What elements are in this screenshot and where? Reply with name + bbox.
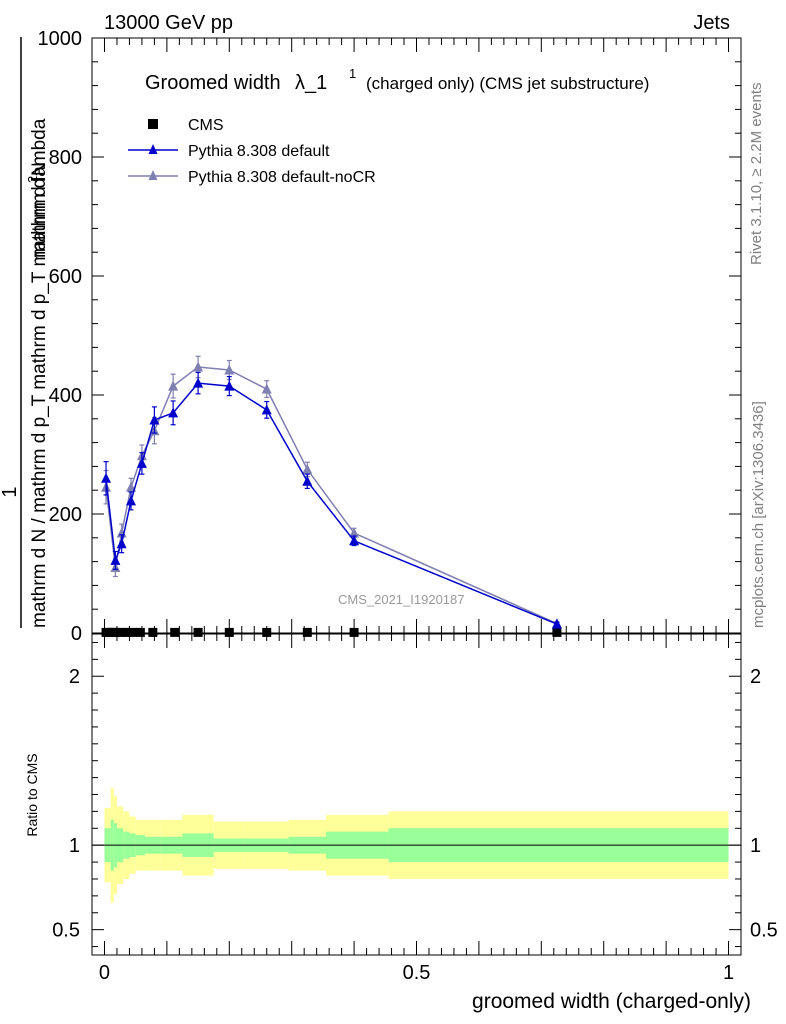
ratio-x-tick-label: 1 — [723, 962, 734, 984]
series-default-point — [116, 538, 127, 549]
cms-point — [302, 627, 312, 637]
legend-label-default: Pythia 8.308 default — [188, 143, 330, 160]
legend-label-cms: CMS — [188, 117, 224, 134]
ratio-frame — [91, 633, 742, 956]
series-default-point — [136, 457, 147, 468]
main-y-tick-label: 400 — [49, 385, 82, 407]
series-layer — [101, 355, 562, 637]
watermark: CMS_2021_I1920187 — [338, 592, 465, 607]
header-left: 13000 GeV pp — [104, 12, 233, 34]
legend-label-nocr: Pythia 8.308 default-noCR — [188, 169, 376, 186]
ratio-y-tick-label-right: 2 — [750, 666, 761, 688]
main-ylabel: 1 mathrm d N / mathrm d p_T mathrm d p_T… — [0, 37, 50, 628]
title-symbol: λ_1 — [295, 72, 327, 94]
cms-point — [115, 627, 125, 637]
series-default-point — [149, 414, 160, 425]
main-y-tick-label: 600 — [49, 266, 82, 288]
cms-point — [110, 627, 120, 637]
main-ticks — [92, 37, 741, 634]
main-panel: 0 200 400 600 800 1000 Groomed width λ_1 1 (c… — [38, 28, 742, 645]
side-label-rivet: Rivet 3.1.10, ≥ 2.2M events — [748, 83, 765, 266]
ratio-ylabel: Ratio to CMS — [24, 753, 40, 836]
series-cms — [101, 627, 562, 637]
main-y-tick-label: 1000 — [38, 28, 83, 50]
ratio-y-tick-label-right: 0.5 — [750, 920, 778, 942]
cms-point — [148, 627, 158, 637]
cms-point — [121, 627, 131, 637]
legend-marker-cms — [148, 119, 158, 129]
series-default-point — [168, 407, 179, 418]
series-default-point — [349, 535, 360, 546]
side-label-mcplots: mcplots.cern.ch [arXiv:1306.3436] — [750, 401, 767, 628]
ratio-ticks — [92, 634, 741, 955]
main-y-tick-label: 0 — [71, 623, 82, 645]
series-default-nocr — [101, 355, 562, 628]
cms-point — [170, 627, 180, 637]
title-superscript: 1 — [349, 66, 356, 81]
legend: CMS Pythia 8.308 default Pythia 8.308 de… — [128, 117, 376, 186]
series-default-nocr-point — [349, 527, 360, 538]
main-ylabel-sup-tail: N — [29, 162, 50, 176]
main-ylabel-superscript: 2 — [25, 176, 40, 183]
series-default-point — [110, 554, 121, 565]
ratio-xlabel: groomed width (charged-only) — [472, 990, 751, 1013]
main-ylabel-top: 1 — [0, 486, 21, 497]
series-default-nocr-point — [168, 380, 179, 391]
cms-point — [128, 627, 138, 637]
ratio-y-tick-label-right: 1 — [750, 835, 761, 857]
series-default-point — [302, 475, 313, 486]
series-default-point — [101, 472, 112, 483]
series-default — [101, 371, 562, 629]
title-main: Groomed width — [145, 72, 281, 94]
ratio-x-tick-label: 0 — [99, 962, 110, 984]
cms-point — [224, 627, 234, 637]
cms-point — [193, 627, 203, 637]
series-default-nocr-point — [193, 361, 204, 372]
header-right: Jets — [693, 12, 730, 34]
cms-point — [135, 627, 145, 637]
ratio-x-tick-label: 0.5 — [403, 962, 431, 984]
title-detail: (charged only) (CMS jet substructure) — [366, 74, 649, 93]
cms-point — [262, 627, 272, 637]
ratio-y-tick-labels: 0.5 0.5 1 1 2 2 — [52, 666, 778, 941]
legend-marker-default — [148, 144, 158, 154]
ratio-y-tick-label-left: 1 — [69, 835, 80, 857]
cms-point — [349, 627, 359, 637]
main-ylabel-bottom: mathrm d N / mathrm d p_T mathrm d p_T m… — [29, 118, 50, 628]
series-default-point — [126, 495, 137, 506]
legend-marker-nocr — [148, 170, 158, 180]
main-y-tick-label: 200 — [49, 504, 82, 526]
main-ylabel-lead: mathrm d — [29, 178, 50, 258]
series-default-point — [261, 404, 272, 415]
series-default-nocr-point — [302, 463, 313, 474]
series-default-point — [224, 380, 235, 391]
main-y-tick-labels: 0 200 400 600 800 1000 — [38, 28, 83, 645]
cms-point — [552, 627, 562, 637]
ratio-y-tick-label-left: 2 — [69, 666, 80, 688]
series-default-nocr-point — [261, 383, 272, 394]
plot-title: Groomed width λ_1 1 (charged only) (CMS … — [145, 66, 649, 94]
ratio-x-tick-labels: 0 0.5 1 — [99, 962, 734, 984]
ratio-y-tick-label-left: 0.5 — [52, 920, 80, 942]
ratio-panel: 0.5 0.51 12 2 0 0.5 1 Ratio to CMS groomed wi… — [24, 633, 778, 1013]
series-default-point — [193, 377, 204, 388]
series-default-nocr-point — [126, 481, 137, 492]
series-default-point — [551, 618, 562, 629]
main-y-tick-label: 800 — [49, 147, 82, 169]
series-default-nocr-point — [224, 364, 235, 375]
